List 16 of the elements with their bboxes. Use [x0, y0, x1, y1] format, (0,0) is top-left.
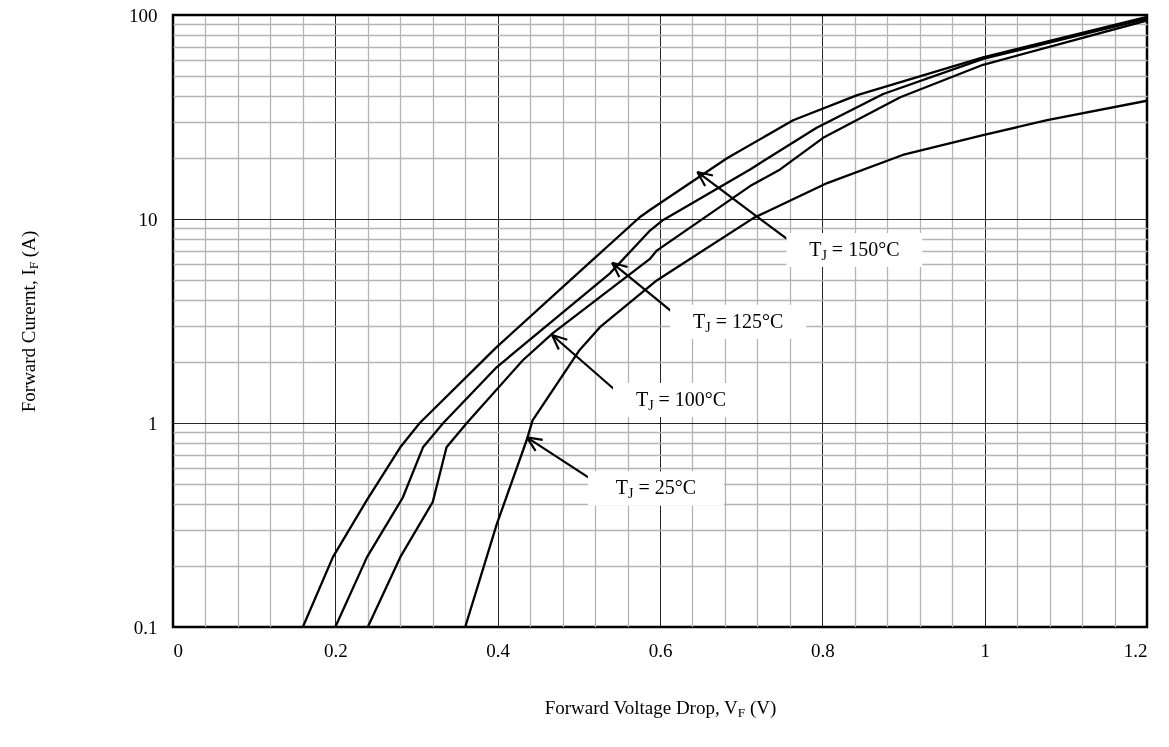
annotation: T$_{J}$ = 125°C [692, 309, 784, 335]
x-tick-label: 0.2 [323, 639, 348, 661]
annotation: T$_{J}$ = 150°C [809, 237, 900, 263]
x-tick-label: 0.6 [648, 639, 673, 661]
x-tick-label: 0 [173, 639, 183, 661]
x-tick-label: 0.4 [486, 639, 511, 661]
x-tick-label: 1 [980, 639, 990, 661]
x-tick-label: 0.8 [810, 639, 835, 661]
y-tick-label: 1 [148, 412, 158, 434]
annotation: T$_{J}$ = 25°C [615, 476, 697, 501]
x-axis-title: Forward Voltage Drop, V$_{F}$ (V) [544, 696, 777, 720]
y-tick-label: 10 [138, 208, 158, 230]
x-tick-label: 1.2 [1123, 639, 1148, 661]
y-tick-label: 0.1 [133, 616, 158, 638]
annotation: T$_{J}$ = 100°C [635, 388, 727, 413]
y-tick-label: 100 [129, 4, 158, 26]
